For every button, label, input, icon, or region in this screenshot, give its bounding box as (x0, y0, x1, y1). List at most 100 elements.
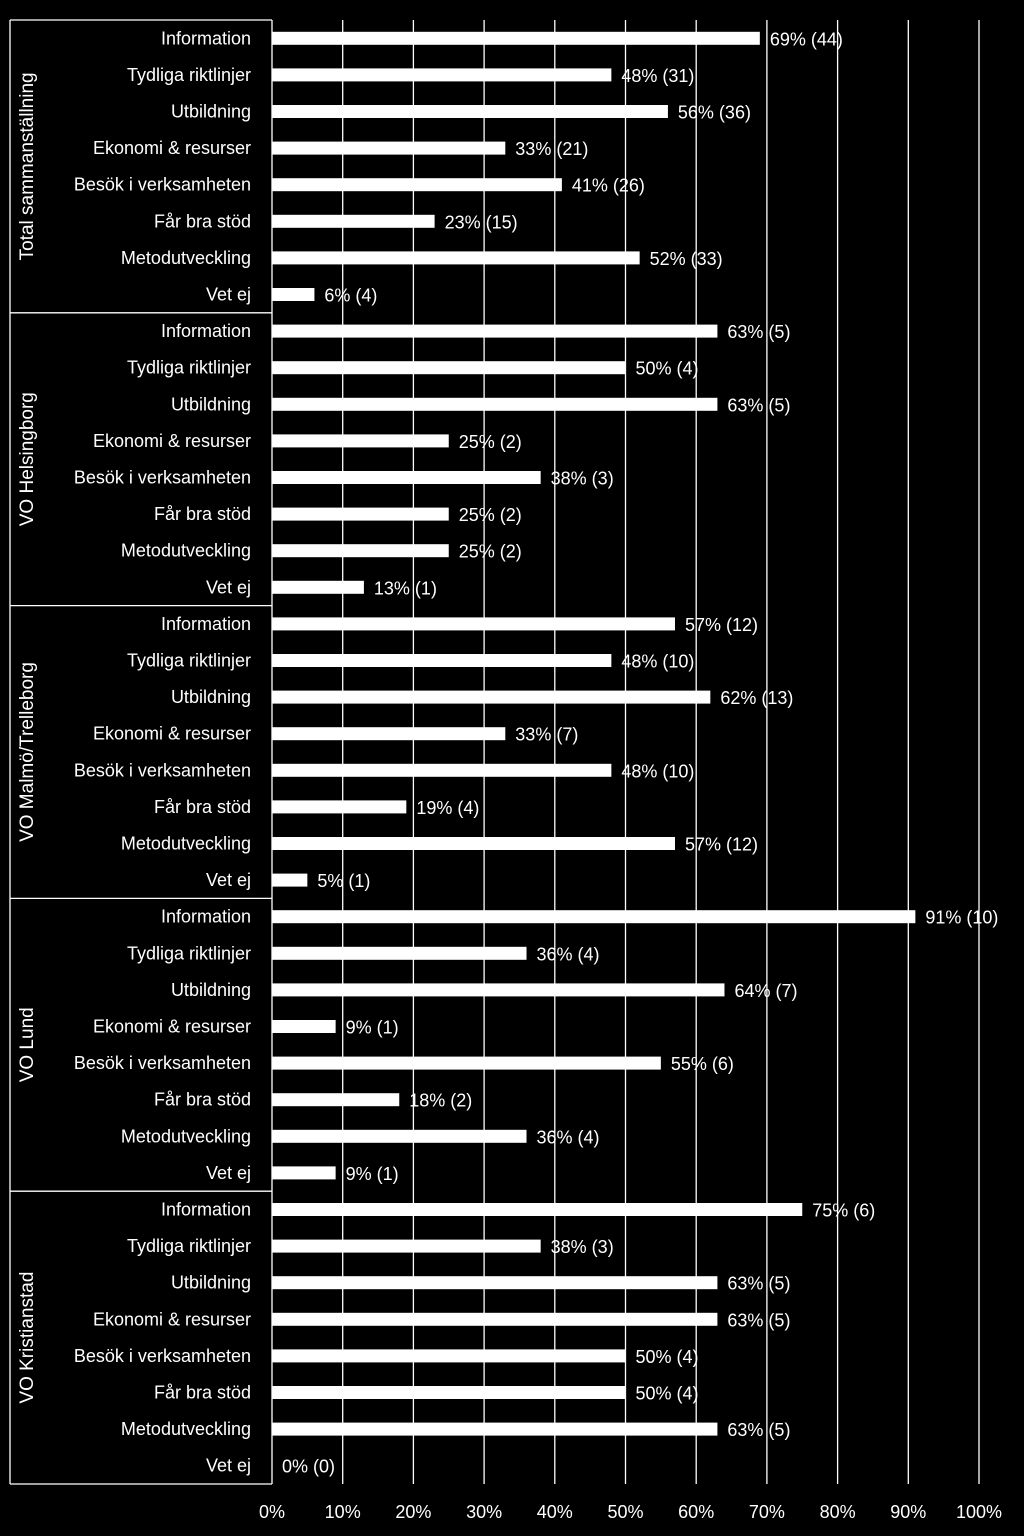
data-label: 0% (0) (282, 1457, 335, 1477)
category-label: Information (161, 1200, 251, 1220)
category-label: Besök i verksamheten (74, 1053, 251, 1073)
category-label: Tydliga riktlinjer (127, 1236, 251, 1256)
data-label: 91% (10) (925, 908, 998, 928)
bar (272, 1349, 626, 1363)
data-label: 48% (31) (621, 66, 694, 86)
bar (272, 580, 364, 594)
category-label: Information (161, 907, 251, 927)
data-label: 50% (4) (636, 1384, 699, 1404)
category-label: Får bra stöd (154, 1090, 251, 1110)
bar (272, 544, 449, 558)
bar (272, 1020, 336, 1033)
data-label: 41% (26) (572, 176, 645, 196)
bar (272, 1239, 541, 1253)
data-label: 13% (1) (374, 578, 437, 598)
data-label: 48% (10) (621, 761, 694, 781)
category-label: Ekonomi & resurser (93, 724, 251, 744)
group-label: VO Malmö/Trelleborg (17, 662, 38, 842)
data-label: 56% (36) (678, 103, 751, 123)
bar (272, 105, 668, 118)
bar (272, 1093, 400, 1107)
data-label: 69% (44) (770, 29, 843, 49)
bar (272, 471, 541, 484)
category-label: Metodutveckling (121, 248, 251, 268)
bar (272, 1203, 803, 1216)
category-label: Utbildning (171, 1273, 251, 1293)
data-label: 36% (4) (537, 1127, 600, 1147)
bar (272, 507, 449, 521)
category-label: Utbildning (171, 102, 251, 122)
x-tick-label: 0% (259, 1502, 285, 1522)
data-label: 18% (2) (409, 1091, 472, 1111)
bar (272, 727, 506, 741)
group-label: Total sammanställning (17, 72, 38, 260)
category-label: Tydliga riktlinjer (127, 943, 251, 963)
x-tick-label: 100% (956, 1502, 1002, 1522)
data-label: 63% (5) (727, 1310, 790, 1330)
bar (272, 31, 760, 45)
data-label: 33% (7) (515, 725, 578, 745)
data-label: 38% (3) (551, 1237, 614, 1257)
bar (272, 141, 506, 155)
bar (272, 763, 612, 777)
bar (272, 434, 449, 448)
data-label: 52% (33) (650, 249, 723, 269)
data-label: 25% (2) (459, 432, 522, 452)
data-label: 63% (5) (727, 1420, 790, 1440)
category-label: Får bra stöd (154, 797, 251, 817)
bar (272, 214, 435, 228)
x-tick-label: 20% (395, 1502, 431, 1522)
x-tick-label: 40% (537, 1502, 573, 1522)
bar (272, 910, 916, 924)
data-label: 63% (5) (727, 395, 790, 415)
category-label: Besök i verksamheten (74, 760, 251, 780)
data-label: 25% (2) (459, 542, 522, 562)
data-label: 63% (5) (727, 322, 790, 342)
category-label: Metodutveckling (121, 541, 251, 561)
data-label: 38% (3) (551, 469, 614, 489)
category-label: Information (161, 28, 251, 48)
bar (272, 1422, 718, 1436)
data-label: 55% (6) (671, 1054, 734, 1074)
data-label: 6% (4) (324, 286, 377, 306)
data-label: 23% (15) (445, 212, 518, 232)
bar (272, 873, 308, 887)
category-label: Utbildning (171, 687, 251, 707)
bar (272, 1056, 661, 1070)
bar (272, 251, 640, 265)
data-label: 36% (4) (537, 944, 600, 964)
bar (272, 397, 718, 411)
group-label: VO Helsingborg (17, 392, 38, 526)
category-label: Ekonomi & resurser (93, 1017, 251, 1037)
data-label: 48% (10) (621, 652, 694, 672)
category-label: Information (161, 614, 251, 634)
data-label: 50% (4) (636, 1347, 699, 1367)
bar (272, 1276, 718, 1290)
category-label: Ekonomi & resurser (93, 1309, 251, 1329)
x-tick-label: 30% (466, 1502, 502, 1522)
data-label: 50% (4) (636, 359, 699, 379)
data-label: 62% (13) (720, 688, 793, 708)
x-tick-label: 80% (820, 1502, 856, 1522)
x-tick-label: 90% (890, 1502, 926, 1522)
data-label: 63% (5) (727, 1274, 790, 1294)
x-tick-label: 70% (749, 1502, 785, 1522)
bar (272, 1166, 336, 1180)
x-tick-label: 60% (678, 1502, 714, 1522)
x-tick-label: 50% (607, 1502, 643, 1522)
group-label: VO Kristianstad (17, 1272, 38, 1404)
bar (272, 1386, 626, 1399)
category-label: Tydliga riktlinjer (127, 358, 251, 378)
category-label: Metodutveckling (121, 834, 251, 854)
category-label: Tydliga riktlinjer (127, 65, 251, 85)
bar (272, 68, 612, 82)
data-label: 64% (7) (734, 981, 797, 1001)
category-label: Ekonomi & resurser (93, 431, 251, 451)
data-label: 75% (6) (812, 1201, 875, 1221)
category-label: Besök i verksamheten (74, 1346, 251, 1366)
data-label: 19% (4) (416, 798, 479, 818)
bar (272, 1129, 527, 1143)
category-label: Utbildning (171, 980, 251, 1000)
category-label: Information (161, 321, 251, 341)
